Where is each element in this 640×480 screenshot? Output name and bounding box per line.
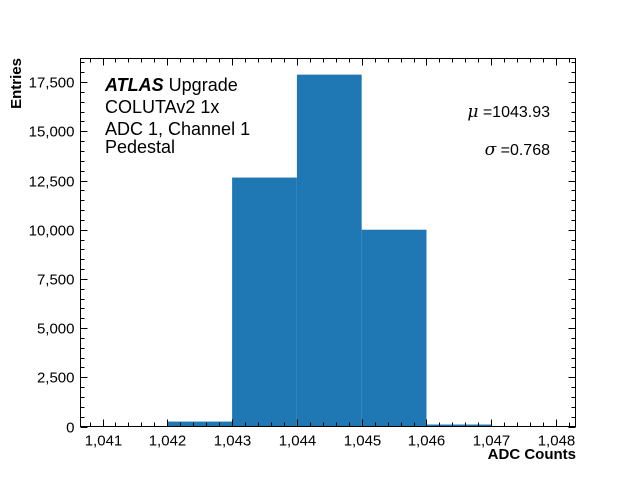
- annotation-line-1: COLUTAv2 1x: [105, 97, 219, 117]
- y-tick-label: 0: [66, 420, 74, 437]
- x-axis-title: ADC Counts: [488, 446, 576, 463]
- svg-text:μ =1043.93: μ =1043.93: [467, 102, 550, 122]
- major-ticks: [80, 58, 576, 428]
- histogram-bar: [232, 177, 297, 427]
- y-tick-label: 12,500: [29, 174, 75, 191]
- y-tick-label: 17,500: [29, 75, 75, 92]
- y-tick-labels: 0 2,500 5,000 7,500 10,000 12,500 15,000 17,500: [29, 75, 75, 437]
- x-tick-label: 1,042: [149, 433, 187, 450]
- y-tick-label: 2,500: [37, 370, 75, 387]
- annotation-line-3: Pedestal: [105, 137, 175, 157]
- x-tick-label: 1,046: [408, 433, 446, 450]
- x-tick-label: 1,044: [279, 433, 317, 450]
- stats-block: μ =1043.93 σ =0.768: [467, 102, 550, 160]
- atlas-label: ATLAS: [104, 75, 164, 95]
- x-tick-label: 1,047: [473, 433, 511, 450]
- svg-text:σ =0.768: σ =0.768: [485, 140, 551, 160]
- annotation-line-2: ADC 1, Channel 1: [105, 119, 250, 139]
- x-tick-label: 1,043: [214, 433, 252, 450]
- y-tick-label: 5,000: [37, 321, 75, 338]
- y-tick-label: 15,000: [29, 124, 75, 141]
- histogram-bar: [361, 229, 427, 427]
- histogram-bars: [167, 74, 492, 427]
- mu-value: =1043.93: [478, 104, 550, 121]
- histogram-bar: [296, 74, 362, 427]
- x-tick-label: 1,048: [538, 433, 576, 450]
- histogram-bar: [167, 421, 233, 427]
- annotation-block: ATLAS Upgrade COLUTAv2 1x ADC 1, Channel…: [104, 75, 250, 157]
- sigma-symbol: σ: [485, 140, 497, 160]
- atlas-suffix: Upgrade: [164, 75, 238, 95]
- x-tick-label: 1,045: [344, 433, 382, 450]
- mu-symbol: μ: [467, 102, 478, 122]
- y-tick-label: 10,000: [29, 223, 75, 240]
- x-tick-labels: 1,041 1,042 1,043 1,044 1,045 1,046 1,047 1,048: [85, 433, 576, 450]
- x-tick-label: 1,041: [85, 433, 123, 450]
- y-tick-label: 7,500: [37, 272, 75, 289]
- y-axis-title: Entries: [8, 58, 25, 109]
- plot-frame: [80, 58, 576, 427]
- minor-ticks: [80, 58, 576, 427]
- svg-text:ATLAS Upgrade: ATLAS Upgrade: [104, 75, 238, 95]
- histogram-bar: [426, 424, 492, 427]
- sigma-value: =0.768: [496, 142, 550, 159]
